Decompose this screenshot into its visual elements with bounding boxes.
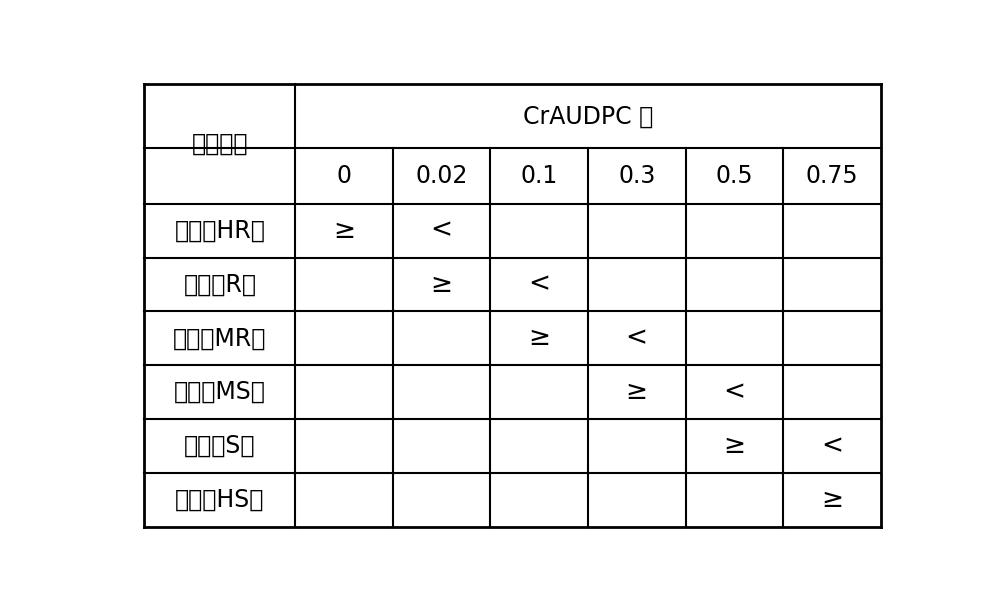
Text: <: <	[626, 325, 648, 352]
Text: 0.3: 0.3	[618, 164, 655, 188]
Text: 高抗（HR）: 高抗（HR）	[174, 218, 265, 243]
Text: ≥: ≥	[723, 433, 745, 459]
Text: <: <	[821, 433, 843, 459]
Text: ≥: ≥	[821, 487, 843, 513]
Text: 高感（HS）: 高感（HS）	[175, 488, 265, 512]
Text: 0: 0	[337, 164, 352, 188]
Text: 中感（MS）: 中感（MS）	[174, 380, 266, 404]
Text: ≥: ≥	[528, 325, 550, 352]
Text: 0.1: 0.1	[521, 164, 558, 188]
Text: <: <	[723, 379, 745, 405]
Text: 中抗（MR）: 中抗（MR）	[173, 326, 267, 350]
Text: 0.75: 0.75	[806, 164, 858, 188]
Text: ≥: ≥	[431, 272, 453, 298]
Text: 0.5: 0.5	[715, 164, 753, 188]
Text: 抗病（R）: 抗病（R）	[183, 272, 256, 296]
Text: 0.02: 0.02	[415, 164, 468, 188]
Text: <: <	[528, 272, 550, 298]
Text: ≥: ≥	[333, 218, 355, 244]
Text: <: <	[431, 218, 453, 244]
Text: ≥: ≥	[626, 379, 648, 405]
Text: 感病（S）: 感病（S）	[184, 434, 256, 458]
Text: 抗感类型: 抗感类型	[192, 132, 248, 156]
Text: CrAUDPC 値: CrAUDPC 値	[523, 104, 653, 128]
